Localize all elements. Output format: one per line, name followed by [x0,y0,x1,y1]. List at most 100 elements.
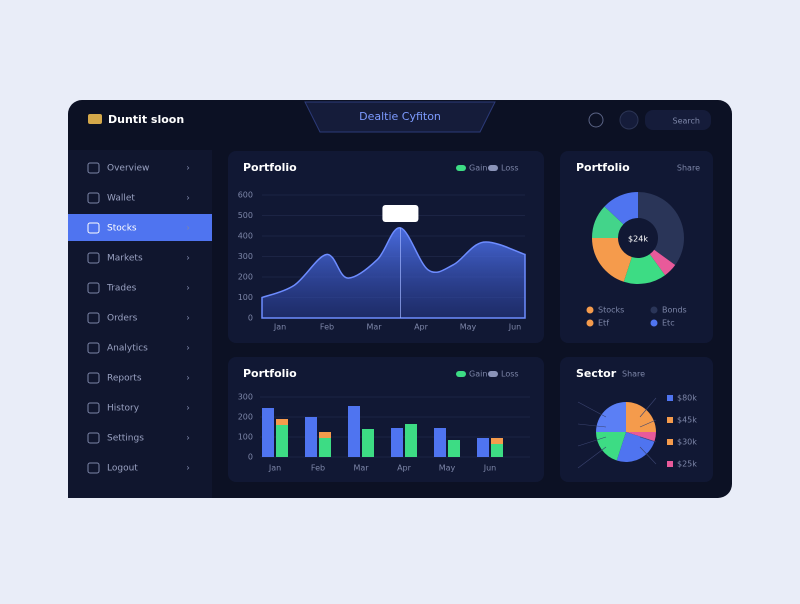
nav-chevron: › [186,374,190,384]
legend-label: Stocks [598,306,624,315]
legend-label: Gain [469,370,487,379]
center-tab [304,101,496,133]
bar [348,406,360,457]
bar [477,438,489,457]
legend-swatch [586,306,594,314]
y-tick-label: 200 [238,413,253,422]
nav-item[interactable]: Trades [106,284,137,294]
legend-swatch [488,165,498,171]
x-tick-label: Jun [483,464,497,473]
slice [626,402,656,432]
slice [623,254,666,284]
nav-item[interactable]: Markets [107,254,143,264]
nav-item[interactable]: Stocks [107,224,137,234]
legend-swatch [456,371,466,377]
bar [391,428,403,457]
nav-chevron: › [186,194,190,204]
nav-icon [87,432,100,444]
y-tick-label: 0 [248,314,253,323]
nav-item[interactable]: History [107,404,140,414]
nav-icon [87,282,100,294]
bar [305,417,317,457]
bar [362,429,374,457]
leader [577,401,607,418]
slice [649,249,676,276]
area [261,227,526,319]
legend-label: Etc [662,319,675,328]
panel-subtitle: Share [677,164,700,173]
icon[interactable] [619,110,639,130]
legend-swatch [586,319,594,327]
leader [639,446,657,465]
legend-label: $30k [677,438,697,447]
legend-swatch [667,395,673,401]
x-tick-label: May [439,464,456,473]
center-tab-label: Dealtie Cyfiton [359,110,441,123]
slice [604,192,638,225]
x-tick-label: Apr [397,464,412,473]
nav-active[interactable] [68,214,212,241]
leader [639,397,657,418]
panel-title: Sector [576,367,617,380]
y-tick-label: 600 [238,191,253,200]
nav-icon [87,222,100,234]
slice [596,432,626,461]
nav-chevron: › [186,254,190,264]
nav-chevron: › [186,344,190,354]
nav-chevron: › [186,224,190,234]
search-label: Search [673,117,700,126]
y-tick-label: 100 [238,293,253,302]
legend-label: Bonds [662,306,687,315]
nav-icon [87,252,100,264]
bar [405,424,417,457]
bar [319,438,331,457]
y-tick-label: 0 [248,453,253,462]
slice [638,192,684,266]
legend-label: Gain [469,164,487,173]
bar [276,419,288,425]
y-tick-label: 200 [238,273,253,282]
legend-swatch [667,417,673,423]
leader [639,419,657,428]
slice [592,206,624,238]
legend-swatch [667,439,673,445]
x-tick-label: Jun [508,323,522,332]
x-tick-label: Feb [320,323,334,332]
nav-chevron: › [186,404,190,414]
nav-item[interactable]: Overview [107,164,149,174]
legend-swatch [456,165,466,171]
y-tick-label: 500 [238,211,253,220]
nav-icon [87,402,100,414]
x-tick-label: Mar [353,464,369,473]
bar [491,444,503,457]
nav-chevron: › [186,464,190,474]
x-tick-label: Jan [268,464,281,473]
legend-label: $45k [677,416,697,425]
nav-item[interactable]: Reports [107,374,142,384]
legend-label: Loss [501,370,519,379]
y-tick-label: 100 [238,433,253,442]
nav-chevron: › [186,434,190,444]
x-tick-label: Mar [366,323,382,332]
nav-item[interactable]: Orders [107,314,138,324]
icon[interactable] [588,112,604,128]
nav-icon [87,312,100,324]
panel [560,151,713,343]
nav-item[interactable]: Logout [107,464,138,474]
nav-icon [87,162,100,174]
tooltip-box [382,205,419,222]
leader [639,436,657,443]
nav-item[interactable]: Wallet [107,194,135,204]
nav-item[interactable]: Analytics [107,344,148,354]
search-box[interactable] [645,110,711,130]
app-title: Duntit sloon [108,113,184,126]
x-tick-label: Apr [414,323,429,332]
nav-item[interactable]: Settings [107,434,144,444]
y-tick-label: 300 [238,252,253,261]
panel-title: Portfolio [243,161,297,174]
leader [577,446,607,469]
y-tick-label: 400 [238,232,253,241]
legend-label: Etf [598,319,609,328]
panel-title: Portfolio [243,367,297,380]
